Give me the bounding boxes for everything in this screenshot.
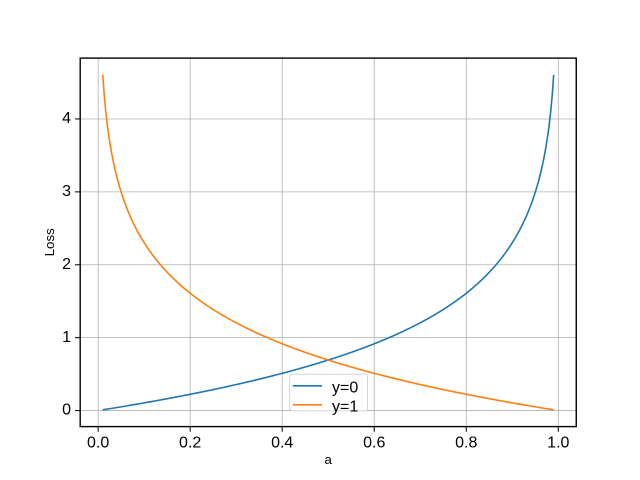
svg-text:0.6: 0.6 (363, 435, 385, 452)
svg-text:0: 0 (62, 402, 71, 419)
svg-text:3: 3 (62, 183, 71, 200)
svg-text:0.4: 0.4 (271, 435, 293, 452)
svg-text:1.0: 1.0 (547, 435, 569, 452)
svg-text:y=1: y=1 (332, 399, 358, 416)
svg-text:2: 2 (62, 256, 71, 273)
svg-text:a: a (324, 452, 332, 467)
svg-text:1: 1 (62, 329, 71, 346)
svg-text:Loss: Loss (42, 228, 57, 256)
svg-text:0.0: 0.0 (87, 435, 109, 452)
svg-text:0.8: 0.8 (455, 435, 477, 452)
svg-text:y=0: y=0 (332, 380, 358, 397)
svg-text:0.2: 0.2 (179, 435, 201, 452)
svg-text:4: 4 (62, 110, 71, 127)
